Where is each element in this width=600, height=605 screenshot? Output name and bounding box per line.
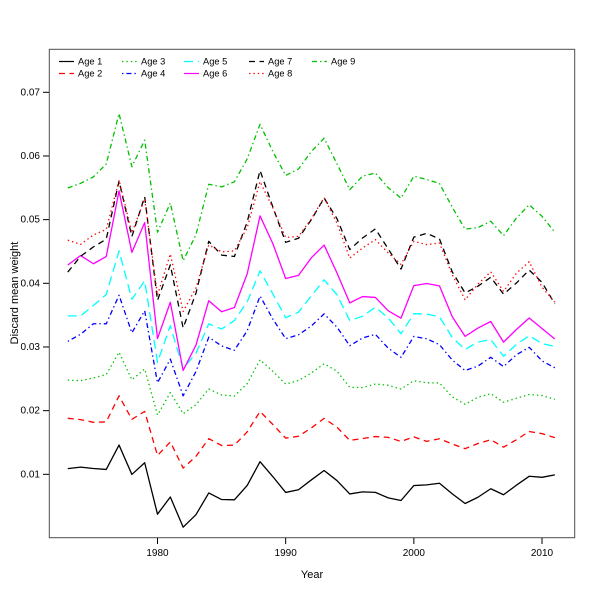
svg-text:2010: 2010: [531, 548, 554, 559]
svg-text:Age 7: Age 7: [268, 57, 292, 67]
svg-text:Age 4: Age 4: [141, 69, 165, 79]
svg-text:Age 8: Age 8: [268, 69, 292, 79]
svg-text:0.04: 0.04: [21, 278, 41, 289]
svg-text:Age 5: Age 5: [203, 57, 227, 67]
svg-text:Age 9: Age 9: [331, 57, 355, 67]
svg-text:0.05: 0.05: [21, 215, 41, 226]
svg-text:Age 3: Age 3: [141, 57, 165, 67]
svg-text:Age 2: Age 2: [78, 69, 102, 79]
svg-text:Year: Year: [301, 569, 324, 581]
svg-text:0.07: 0.07: [21, 87, 41, 98]
svg-text:0.02: 0.02: [21, 406, 41, 417]
svg-text:1990: 1990: [275, 548, 298, 559]
svg-text:0.06: 0.06: [21, 151, 41, 162]
svg-text:0.03: 0.03: [21, 342, 41, 353]
svg-text:2000: 2000: [403, 548, 426, 559]
svg-text:Age 6: Age 6: [203, 69, 227, 79]
svg-text:Age 1: Age 1: [78, 57, 102, 67]
svg-text:1980: 1980: [146, 548, 169, 559]
svg-text:0.01: 0.01: [21, 469, 41, 480]
svg-text:Discard mean weight: Discard mean weight: [9, 242, 21, 345]
